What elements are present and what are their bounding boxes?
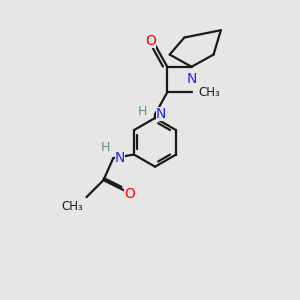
Text: N: N xyxy=(186,72,197,86)
Text: CH₃: CH₃ xyxy=(62,200,83,213)
Text: CH₃: CH₃ xyxy=(198,86,220,99)
Text: H: H xyxy=(101,141,110,154)
Text: O: O xyxy=(124,187,135,201)
Text: O: O xyxy=(145,34,156,48)
Text: N: N xyxy=(115,151,125,165)
Text: H: H xyxy=(137,105,147,119)
Text: N: N xyxy=(156,107,166,121)
